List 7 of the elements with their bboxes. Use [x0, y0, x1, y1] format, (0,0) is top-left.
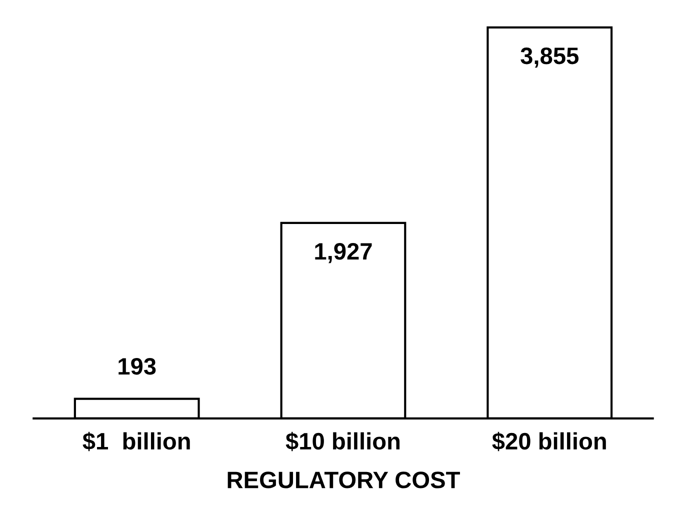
data-label: 3,855	[520, 47, 579, 68]
x-axis-title: REGULATORY COST	[228, 472, 460, 488]
data-label: 193	[118, 358, 156, 375]
data-label: 1,927	[315, 243, 372, 264]
x-tick-label: $10 billion	[286, 432, 400, 452]
x-tick-label: $1 billion	[82, 432, 190, 452]
x-tick-label: $20 billion	[492, 432, 606, 452]
